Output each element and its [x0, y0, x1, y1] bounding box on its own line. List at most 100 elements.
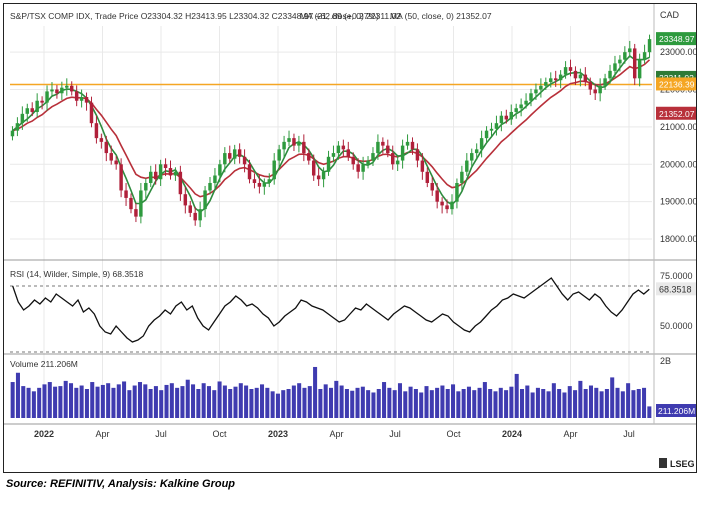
candle	[188, 200, 192, 217]
candle-body	[410, 141, 415, 150]
volume-bar	[435, 387, 440, 418]
volume-bar	[270, 391, 275, 418]
support-line-tag: 22136.39	[659, 79, 695, 89]
volume-bar	[159, 390, 164, 418]
candle	[430, 177, 434, 196]
candle	[79, 89, 84, 108]
candle	[203, 185, 207, 218]
candle	[326, 150, 331, 176]
candle-body	[336, 145, 341, 154]
candle-body	[139, 190, 143, 217]
volume-bar	[642, 387, 647, 418]
volume-bar	[58, 386, 63, 418]
candle-body	[45, 91, 49, 103]
candle	[618, 55, 622, 72]
candle-body	[519, 104, 523, 109]
candle-body	[420, 160, 425, 172]
volume-bar	[466, 386, 471, 418]
candle	[603, 73, 607, 90]
candle-body	[628, 48, 632, 53]
candle-body	[198, 209, 202, 221]
x-tick-label: 2023	[268, 429, 288, 439]
volume-bar	[63, 380, 68, 418]
volume-bar	[387, 387, 392, 418]
candle	[465, 153, 469, 176]
candle-body	[213, 175, 217, 183]
candle	[134, 203, 138, 223]
candle-body	[573, 70, 578, 79]
candle-body	[242, 156, 247, 165]
candle-body	[74, 91, 79, 101]
candle-body	[20, 113, 25, 124]
candle-body	[149, 171, 153, 183]
volume-bar	[403, 391, 408, 418]
volume-max-label: 2B	[660, 356, 671, 366]
candle	[524, 93, 528, 109]
candle	[104, 135, 109, 162]
volume-bar	[206, 386, 211, 418]
volume-bar	[599, 391, 604, 418]
candle	[316, 168, 321, 186]
volume-bar	[551, 383, 556, 418]
candle-body	[267, 179, 271, 183]
candle-body	[55, 89, 59, 94]
candle-body	[405, 141, 410, 146]
candle	[613, 55, 617, 78]
volume-bar	[281, 390, 286, 418]
candle-body	[114, 160, 118, 165]
price-tick-label: 18000.00	[660, 234, 696, 244]
volume-bar	[509, 386, 514, 418]
volume-bar	[37, 387, 42, 418]
candle	[25, 103, 30, 122]
candle-body	[415, 149, 420, 161]
rsi-tick-label: 50.0000	[660, 321, 693, 331]
volume-bar	[583, 389, 588, 418]
candle-body	[316, 175, 321, 180]
candle-body	[376, 141, 380, 154]
price-tick-label: 21000.00	[660, 122, 696, 132]
candle-body	[524, 100, 528, 105]
candle	[178, 165, 183, 201]
volume-bar	[244, 385, 249, 418]
volume-bar	[615, 387, 620, 418]
volume-bar	[79, 385, 84, 418]
volume-bar	[456, 391, 461, 418]
candle	[573, 66, 578, 86]
candle-body	[326, 156, 331, 172]
volume-bar	[440, 385, 445, 418]
candle	[460, 165, 464, 192]
candle	[149, 165, 153, 188]
volume-bar	[122, 381, 127, 418]
volume-bar	[201, 383, 206, 418]
candle-body	[563, 67, 568, 75]
candle	[30, 102, 34, 117]
candle	[371, 147, 375, 166]
volume-bar	[588, 385, 593, 418]
volume-bar	[498, 387, 503, 418]
candle-body	[479, 138, 484, 150]
x-tick-label: 2024	[502, 429, 522, 439]
candle	[55, 85, 59, 99]
candle	[223, 147, 227, 173]
volume-bar	[222, 385, 227, 418]
rsi-legend: RSI (14, Wilder, Simple, 9) 68.3518	[10, 269, 144, 279]
volume-legend: Volume 211.206M	[10, 359, 78, 369]
candle-body	[588, 82, 592, 90]
candle	[302, 134, 306, 162]
candle-body	[637, 59, 642, 79]
candle-body	[341, 145, 346, 150]
candle	[563, 61, 568, 79]
candle-body	[178, 171, 183, 195]
volume-bar	[477, 387, 482, 418]
candle	[356, 158, 360, 179]
volume-bar	[169, 383, 174, 418]
candle-body	[15, 123, 20, 131]
candle-body	[430, 182, 434, 191]
candle	[247, 159, 252, 184]
candle-body	[70, 85, 74, 92]
candle-body	[484, 130, 489, 139]
candle	[637, 53, 642, 87]
candle-body	[84, 97, 89, 103]
volume-bar	[196, 389, 201, 418]
candle	[519, 98, 523, 117]
